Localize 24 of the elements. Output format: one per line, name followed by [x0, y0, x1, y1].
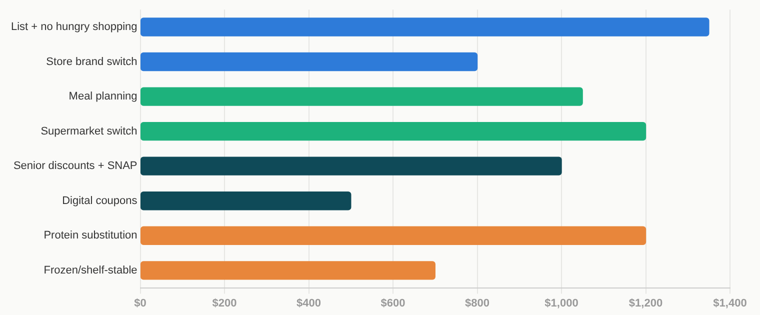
bar: [140, 226, 646, 245]
bar: [140, 192, 352, 210]
bar: [140, 122, 646, 141]
x-tick-label: $0: [134, 297, 146, 310]
x-tick-label: $400: [296, 297, 322, 310]
y-tick-label: Store brand switch: [46, 56, 138, 68]
bar: [140, 156, 562, 176]
x-tick-label: $800: [465, 297, 490, 310]
y-tick-label: Frozen/shelf-stable: [44, 264, 138, 276]
x-tick-label: $200: [212, 297, 237, 310]
x-tick-label: $600: [380, 297, 406, 310]
y-tick-label: Meal planning: [68, 90, 138, 103]
bar: [140, 87, 583, 106]
y-tick-label: Senior discounts + SNAP: [13, 160, 138, 172]
y-tick-label: Protein substitution: [44, 230, 138, 242]
bar: [140, 261, 436, 280]
x-tick-label: $1,200: [628, 297, 663, 310]
y-tick-label: List + no hungry shopping: [10, 21, 138, 34]
bar: [140, 52, 478, 72]
x-tick-label: $1,000: [544, 297, 578, 310]
y-tick-label: Supermarket switch: [40, 125, 138, 138]
bar: [140, 18, 710, 36]
x-tick-label: $1,400: [713, 297, 747, 310]
y-tick-label: Digital coupons: [62, 194, 138, 207]
